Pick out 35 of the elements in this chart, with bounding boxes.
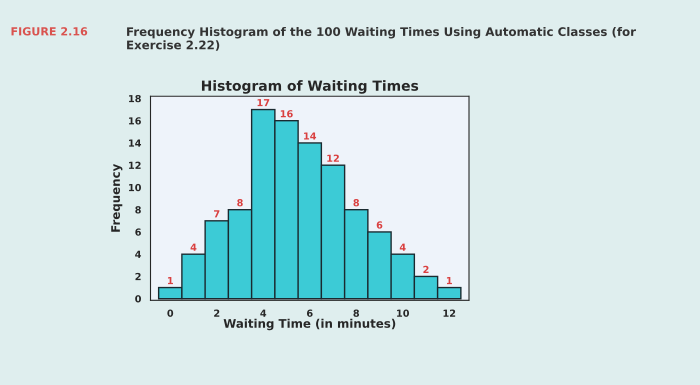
x-tick-label: 8 (353, 310, 360, 317)
x-tick-label: 12 (444, 310, 456, 317)
chart-title: Histogram of Waiting Times (202, 80, 418, 94)
data-label: 16 (280, 110, 293, 118)
x-tick-label: 4 (260, 310, 266, 317)
data-label: 1 (168, 277, 173, 284)
y-tick-label: 4 (135, 250, 142, 258)
y-tick-label: 10 (129, 184, 142, 192)
x-tick-label: 2 (214, 310, 220, 317)
caption: FIGURE 2.16 (12, 27, 88, 36)
y-axis-title: Frequency (111, 164, 122, 232)
data-label: 4 (190, 244, 196, 251)
data-label: 4 (400, 244, 406, 251)
data-label: 8 (237, 199, 243, 206)
x-tick-label: 10 (397, 310, 410, 317)
data-label: 17 (258, 99, 270, 106)
y-tick-label: 18 (129, 94, 141, 102)
y-tick-label: 8 (135, 206, 141, 214)
data-label: 7 (214, 210, 220, 218)
x-tick-label: 0 (167, 310, 174, 317)
y-tick-label: 6 (135, 228, 141, 236)
y-tick-label: 14 (129, 140, 142, 147)
data-label: 14 (304, 132, 316, 140)
y-tick-label: 0 (135, 295, 142, 302)
data-label: 6 (376, 221, 382, 229)
data-label: 1 (446, 277, 452, 284)
y-tick-label: 12 (129, 162, 141, 169)
data-label: 12 (327, 154, 339, 162)
y-tick-label: 2 (135, 272, 141, 280)
y-tick-label: 16 (129, 117, 141, 125)
x-tick-label: 6 (306, 310, 313, 317)
data-label: 8 (353, 199, 360, 206)
data-label: 2 (423, 266, 429, 273)
x-axis-title: Waiting Time (in minutes) (224, 318, 396, 330)
text: Frequency Histogram of the 100 Waiting Times Using Automatic Classes (for Exercise 2.22) (127, 26, 636, 51)
